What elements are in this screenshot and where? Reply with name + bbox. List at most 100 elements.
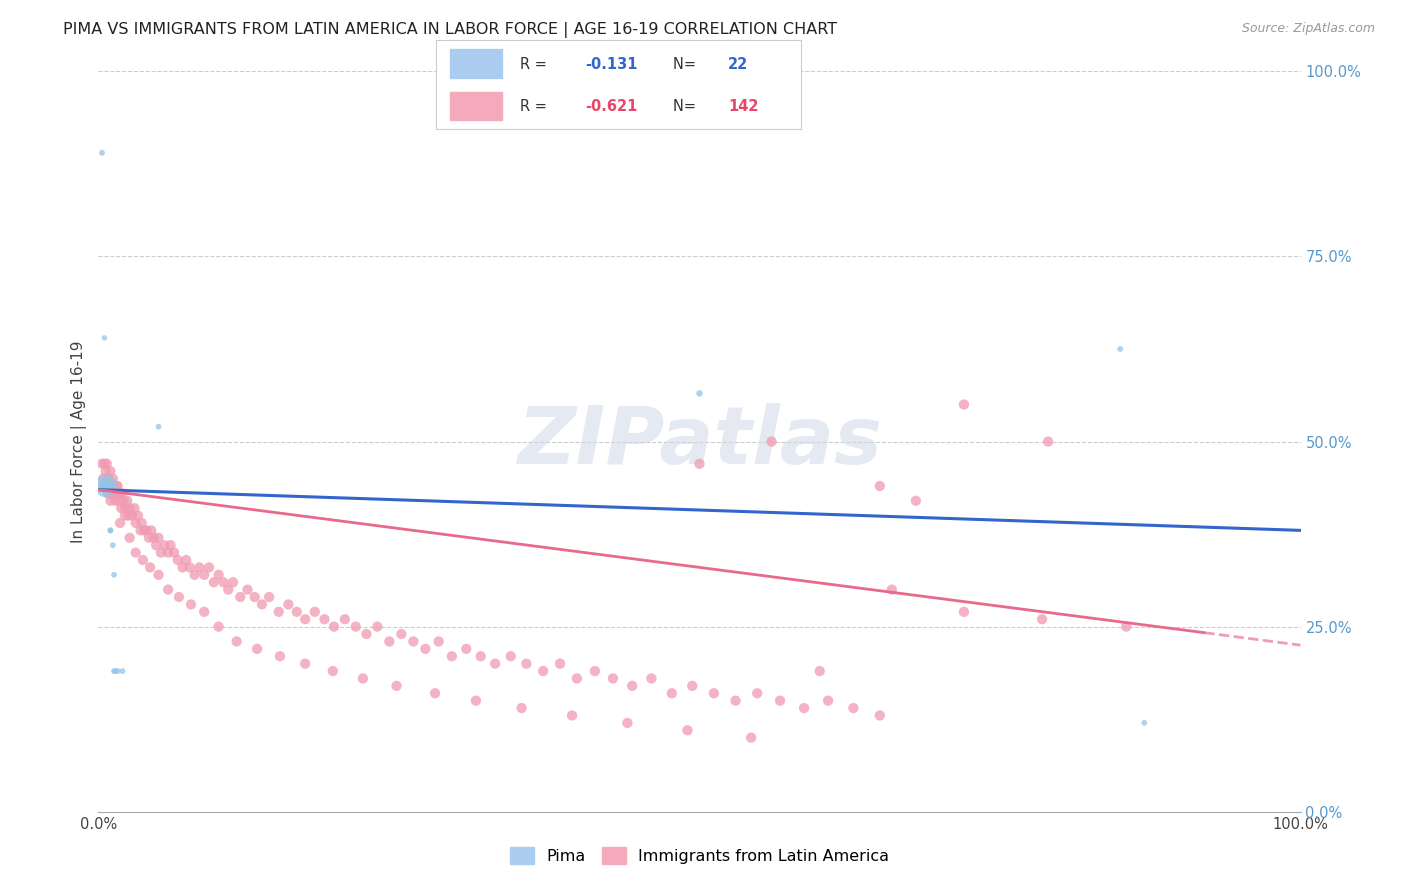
Point xyxy=(344,619,367,633)
Point xyxy=(125,516,148,530)
Point xyxy=(188,560,211,574)
Point xyxy=(157,582,180,597)
Point xyxy=(531,664,554,678)
Point xyxy=(356,627,378,641)
Point xyxy=(174,553,197,567)
Y-axis label: In Labor Force | Age 16-19: In Labor Force | Age 16-19 xyxy=(72,340,87,543)
Point xyxy=(94,464,117,478)
Point xyxy=(193,605,215,619)
Point xyxy=(212,575,235,590)
Point xyxy=(103,664,125,678)
Point xyxy=(148,419,170,434)
Point xyxy=(93,331,115,345)
Point xyxy=(166,553,188,567)
Point xyxy=(515,657,537,671)
Point xyxy=(97,479,120,493)
Point xyxy=(322,664,344,678)
Point xyxy=(103,567,125,582)
Text: N=: N= xyxy=(673,99,702,113)
Point xyxy=(208,567,231,582)
Point xyxy=(378,634,401,648)
Point xyxy=(94,479,117,493)
Point xyxy=(747,686,769,700)
Point xyxy=(100,479,122,493)
Point xyxy=(193,567,215,582)
Point xyxy=(323,619,346,633)
Point xyxy=(621,679,644,693)
Point xyxy=(510,701,533,715)
Point xyxy=(808,664,831,678)
Point xyxy=(427,634,450,648)
Point xyxy=(153,538,176,552)
Point xyxy=(285,605,308,619)
Point xyxy=(250,598,273,612)
Point xyxy=(107,479,129,493)
Point xyxy=(110,501,132,516)
Point xyxy=(112,493,135,508)
Point xyxy=(793,701,815,715)
Point xyxy=(94,479,117,493)
Point xyxy=(100,524,122,538)
Point xyxy=(842,701,865,715)
Point xyxy=(131,516,153,530)
Point xyxy=(456,641,478,656)
Point xyxy=(724,694,747,708)
Point xyxy=(681,679,703,693)
Text: R =: R = xyxy=(520,57,551,71)
Point xyxy=(464,694,486,708)
Point xyxy=(91,145,114,160)
Point xyxy=(688,457,710,471)
Point xyxy=(415,641,437,656)
Point xyxy=(108,516,131,530)
Point xyxy=(817,694,839,708)
Point xyxy=(100,464,122,478)
Point xyxy=(132,553,155,567)
Point xyxy=(294,612,316,626)
Point xyxy=(100,493,122,508)
Point xyxy=(91,471,114,485)
Point xyxy=(869,479,891,493)
Point xyxy=(97,486,120,500)
Point xyxy=(314,612,336,626)
Point xyxy=(179,560,201,574)
Point xyxy=(269,649,291,664)
Text: N=: N= xyxy=(673,57,702,71)
Point xyxy=(333,612,356,626)
Point xyxy=(145,538,167,552)
Point xyxy=(101,479,124,493)
Point xyxy=(548,657,571,671)
Point xyxy=(880,582,903,597)
Point xyxy=(661,686,683,700)
Point xyxy=(208,619,231,633)
Point xyxy=(385,679,408,693)
Point xyxy=(124,501,146,516)
Point xyxy=(225,634,247,648)
Text: PIMA VS IMMIGRANTS FROM LATIN AMERICA IN LABOR FORCE | AGE 16-19 CORRELATION CHA: PIMA VS IMMIGRANTS FROM LATIN AMERICA IN… xyxy=(63,22,838,38)
Point xyxy=(101,471,124,485)
Point xyxy=(101,538,124,552)
Point xyxy=(111,486,134,500)
Point xyxy=(159,538,181,552)
Point xyxy=(148,567,170,582)
Point xyxy=(423,686,446,700)
Point xyxy=(127,508,149,523)
Point xyxy=(141,524,163,538)
Point xyxy=(117,508,139,523)
Point xyxy=(100,524,122,538)
Point xyxy=(366,619,388,633)
Point xyxy=(114,501,136,516)
Point xyxy=(470,649,492,664)
Point xyxy=(108,493,131,508)
Point xyxy=(565,672,588,686)
Point xyxy=(118,501,141,516)
Point xyxy=(149,546,172,560)
Point xyxy=(100,486,122,500)
Point xyxy=(121,508,143,523)
Point xyxy=(98,486,121,500)
Text: ZIPatlas: ZIPatlas xyxy=(517,402,882,481)
Point xyxy=(277,598,299,612)
Point xyxy=(484,657,506,671)
Point xyxy=(117,493,139,508)
Point xyxy=(688,386,710,401)
Text: -0.621: -0.621 xyxy=(586,99,638,113)
